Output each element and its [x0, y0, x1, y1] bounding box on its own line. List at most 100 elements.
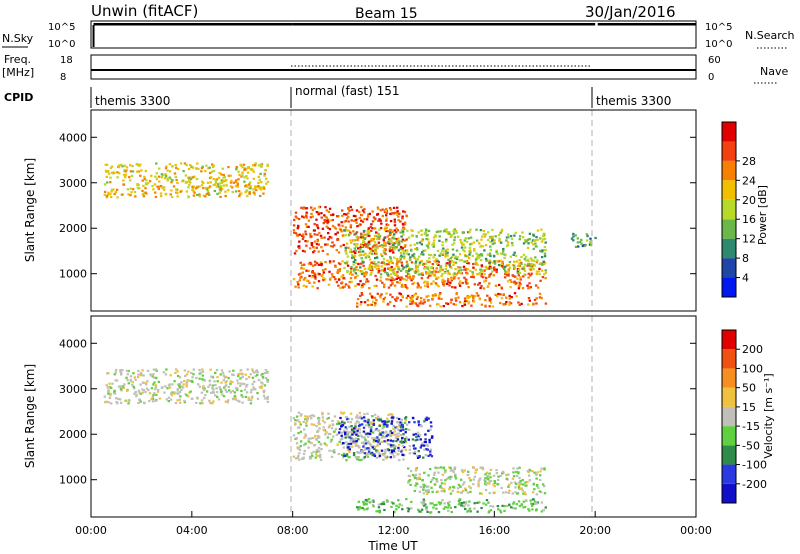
range-cell: [455, 273, 458, 276]
range-cell: [414, 432, 418, 436]
range-cell: [413, 421, 416, 424]
range-cell: [516, 271, 519, 274]
range-cell: [524, 238, 527, 242]
range-cell: [432, 242, 435, 245]
range-cell: [297, 446, 301, 449]
range-cell: [535, 236, 538, 239]
range-cell: [164, 177, 167, 180]
range-cell: [416, 454, 419, 457]
range-cell: [295, 415, 299, 418]
range-cell: [393, 455, 396, 458]
range-cell: [396, 270, 399, 273]
range-cell: [437, 295, 441, 298]
range-cell: [463, 276, 466, 279]
range-cell: [399, 245, 403, 249]
range-cell: [427, 454, 430, 457]
range-cell: [235, 388, 239, 391]
range-cell: [379, 279, 382, 282]
range-cell: [496, 260, 499, 263]
range-cell: [318, 231, 321, 235]
range-cell: [246, 177, 249, 180]
range-cell: [391, 453, 394, 456]
range-cell: [208, 383, 212, 386]
range-cell: [426, 285, 429, 288]
range-cell: [474, 268, 477, 271]
range-cell: [234, 398, 238, 401]
range-cell: [402, 233, 405, 236]
range-cell: [477, 485, 480, 488]
range-cell: [382, 261, 386, 264]
range-cell: [349, 239, 352, 242]
range-cell: [337, 278, 341, 281]
range-cell: [454, 257, 457, 260]
range-cell: [544, 277, 547, 280]
range-cell: [390, 413, 393, 416]
range-cell: [215, 387, 218, 390]
range-cell: [414, 447, 417, 450]
range-cell: [495, 251, 498, 254]
range-cell: [317, 243, 320, 246]
range-cell: [368, 421, 371, 424]
range-cell: [366, 412, 369, 415]
range-cell: [412, 444, 415, 447]
range-cell: [214, 384, 217, 387]
range-cell: [239, 384, 242, 387]
range-cell: [459, 491, 462, 494]
range-cell: [409, 277, 412, 281]
range-cell: [514, 491, 517, 494]
range-cell: [158, 180, 161, 183]
range-cell: [152, 394, 155, 397]
range-cell: [225, 375, 228, 378]
range-cell: [508, 297, 511, 300]
range-cell: [338, 428, 342, 431]
range-cell: [357, 421, 360, 424]
range-cell: [401, 437, 404, 440]
range-cell: [146, 369, 150, 372]
range-cell: [375, 417, 378, 420]
range-cell: [327, 416, 330, 420]
x-tick-label: 16:00: [478, 524, 510, 537]
range-cell: [512, 475, 516, 478]
range-cell: [423, 471, 426, 474]
range-cell: [482, 276, 485, 279]
range-cell: [512, 467, 515, 470]
range-cell: [222, 395, 226, 398]
range-cell: [367, 240, 371, 244]
range-cell: [213, 380, 216, 383]
range-cell: [417, 508, 420, 511]
range-cell: [527, 260, 530, 263]
range-cell: [464, 255, 467, 258]
range-cell: [460, 259, 463, 262]
range-cell: [340, 434, 343, 437]
range-cell: [346, 434, 349, 437]
range-cell: [176, 181, 179, 184]
range-cell: [368, 252, 371, 255]
range-cell: [466, 294, 469, 298]
freq-frame: [90, 54, 697, 80]
range-cell: [401, 426, 405, 429]
range-cell: [472, 478, 475, 481]
range-cell: [426, 259, 429, 263]
range-cell: [459, 266, 462, 269]
range-cell: [377, 439, 381, 442]
range-cell: [528, 469, 531, 472]
range-cell: [160, 175, 163, 179]
range-cell: [383, 283, 386, 286]
range-cell: [410, 500, 413, 503]
range-cell: [443, 271, 447, 274]
range-cell: [375, 451, 378, 454]
range-cell: [532, 259, 536, 263]
range-cell: [331, 424, 335, 427]
range-cell: [454, 473, 457, 476]
range-cell: [529, 257, 533, 260]
range-cell: [377, 261, 380, 264]
range-cell: [227, 189, 230, 192]
range-cell: [204, 195, 207, 198]
range-cell: [531, 470, 534, 473]
range-cell: [513, 481, 517, 484]
range-cell: [415, 435, 418, 438]
range-cell: [529, 499, 532, 502]
range-cell: [401, 247, 404, 250]
range-cell: [527, 272, 530, 275]
range-cell: [160, 173, 164, 176]
